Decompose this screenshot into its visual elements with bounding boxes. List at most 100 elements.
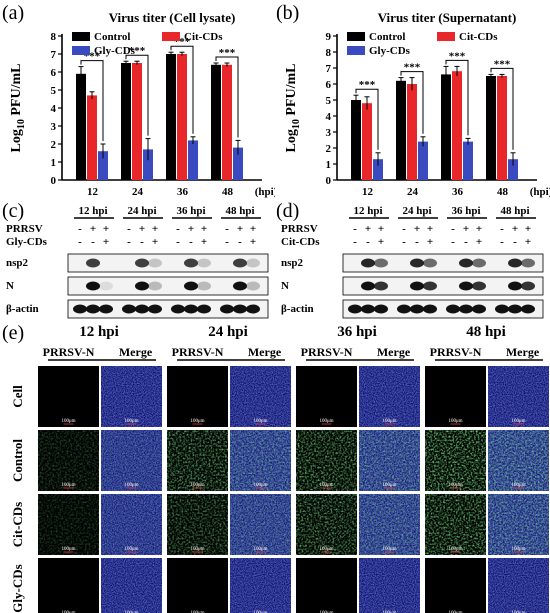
- band-label: nsp2: [281, 257, 304, 269]
- treatment-mark: +: [463, 223, 469, 235]
- bar: [132, 63, 142, 180]
- treatment-mark: +: [427, 236, 433, 248]
- scale-bar-label: 100μm: [124, 483, 138, 488]
- x-tick-label: 12: [362, 186, 374, 198]
- blue-signal: [230, 366, 291, 427]
- timepoint-label: 36 hpi: [451, 205, 480, 217]
- y-tick-label: 1: [51, 157, 57, 169]
- treatment-mark: -: [91, 236, 95, 248]
- blot-band: [184, 281, 198, 291]
- treatment-mark: -: [176, 223, 180, 235]
- bar: [143, 149, 153, 180]
- timepoint-label: 36 hpi: [176, 205, 205, 217]
- treatment-mark: -: [451, 223, 455, 235]
- blot-band: [148, 258, 162, 268]
- bar: [233, 147, 243, 180]
- microscopy-timepoint: 48 hpi: [466, 324, 506, 340]
- significance-bracket: [125, 54, 149, 136]
- treatment-mark: +: [414, 223, 420, 235]
- treatment-mark: -: [451, 236, 455, 248]
- scale-bar-label: 100μm: [511, 419, 525, 424]
- scale-bar-label: 100μm: [319, 483, 333, 488]
- scale-bar-label: 100μm: [511, 611, 525, 613]
- merge-green-signal: [101, 494, 162, 555]
- bar: [508, 159, 518, 180]
- bar: [362, 103, 372, 180]
- blot-band: [148, 281, 162, 291]
- y-axis-label: Log10 PFU/mL: [9, 64, 27, 153]
- blot-band: [348, 304, 362, 314]
- row-label: Control: [10, 439, 25, 482]
- y-tick-label: 0: [326, 175, 332, 187]
- treatment-mark: +: [152, 223, 158, 235]
- blot-strip: [67, 276, 269, 296]
- bar: [407, 84, 417, 180]
- scale-bar-label: 100μm: [382, 483, 396, 488]
- treatment-mark: -: [513, 236, 517, 248]
- blot-band: [361, 258, 375, 268]
- significance-bracket: [400, 71, 424, 134]
- blot-band: [374, 258, 388, 268]
- channel-label: Merge: [377, 345, 411, 359]
- scale-bar-label: 100μm: [253, 611, 267, 613]
- blue-signal: [101, 558, 162, 613]
- scale-bar-label: 100μm: [61, 611, 75, 613]
- legend-swatch: [162, 32, 180, 41]
- fluorescence-tile-n: [425, 558, 486, 613]
- treatment-mark: +: [378, 236, 384, 248]
- legend-label: Gly-CDs: [94, 45, 136, 57]
- blot-band: [508, 304, 522, 314]
- blot-strip: [67, 299, 269, 319]
- treatment-mark: -: [415, 236, 419, 248]
- panel-c-letter: (c): [2, 200, 25, 222]
- treatment-mark: -: [402, 223, 406, 235]
- treatment-mark: +: [103, 236, 109, 248]
- treatment-mark: -: [189, 236, 193, 248]
- blot-strip: [342, 276, 544, 296]
- x-tick-label: 12: [87, 186, 99, 198]
- green-signal: [167, 494, 228, 555]
- scale-bar-label: 100μm: [124, 419, 138, 424]
- bar: [486, 76, 496, 180]
- y-tick-label: 7: [326, 63, 332, 75]
- blot-band: [73, 304, 87, 314]
- fluorescence-tile-n: [38, 366, 99, 427]
- y-tick-label: 4: [326, 111, 332, 123]
- y-tick-label: 7: [51, 49, 57, 61]
- blot-band: [86, 304, 100, 314]
- y-axis-label: Log10 PFU/mL: [284, 64, 302, 153]
- treatment-mark: +: [201, 236, 207, 248]
- green-signal: [38, 494, 99, 555]
- merge-green-signal: [230, 494, 291, 555]
- blot-band: [197, 258, 211, 268]
- scale-bar-label: 100μm: [124, 611, 138, 613]
- scale-bar-label: 100μm: [319, 419, 333, 424]
- bar: [373, 159, 383, 180]
- bar: [351, 100, 361, 180]
- treatment-mark: -: [238, 236, 242, 248]
- blot-band: [86, 258, 100, 268]
- blue-signal: [488, 366, 549, 427]
- scale-bar-label: 100μm: [382, 419, 396, 424]
- bar: [211, 64, 221, 180]
- timepoint-label: 24 hpi: [127, 205, 156, 217]
- treatment-mark: -: [500, 223, 504, 235]
- channel-label: Merge: [248, 345, 282, 359]
- row-label: Cell: [10, 385, 25, 408]
- treatment-mark: +: [90, 223, 96, 235]
- scale-bar-label: 100μm: [448, 483, 462, 488]
- panel-b-letter: (b): [276, 2, 300, 24]
- significance-label: ***: [129, 45, 146, 57]
- fluorescence-tile-n: [167, 558, 228, 613]
- microscopy-timepoint: 24 hpi: [208, 324, 248, 340]
- significance-label: ***: [219, 47, 236, 59]
- y-tick-label: 3: [51, 121, 57, 133]
- blot-band: [122, 304, 136, 314]
- green-signal: [296, 494, 357, 555]
- chart-title: Virus titer (Cell lysate): [109, 10, 236, 25]
- treatment-mark: +: [365, 223, 371, 235]
- legend-swatch: [437, 32, 455, 41]
- blot-band: [508, 281, 522, 291]
- blot-band: [246, 304, 260, 314]
- scale-bar-label: 100μm: [253, 483, 267, 488]
